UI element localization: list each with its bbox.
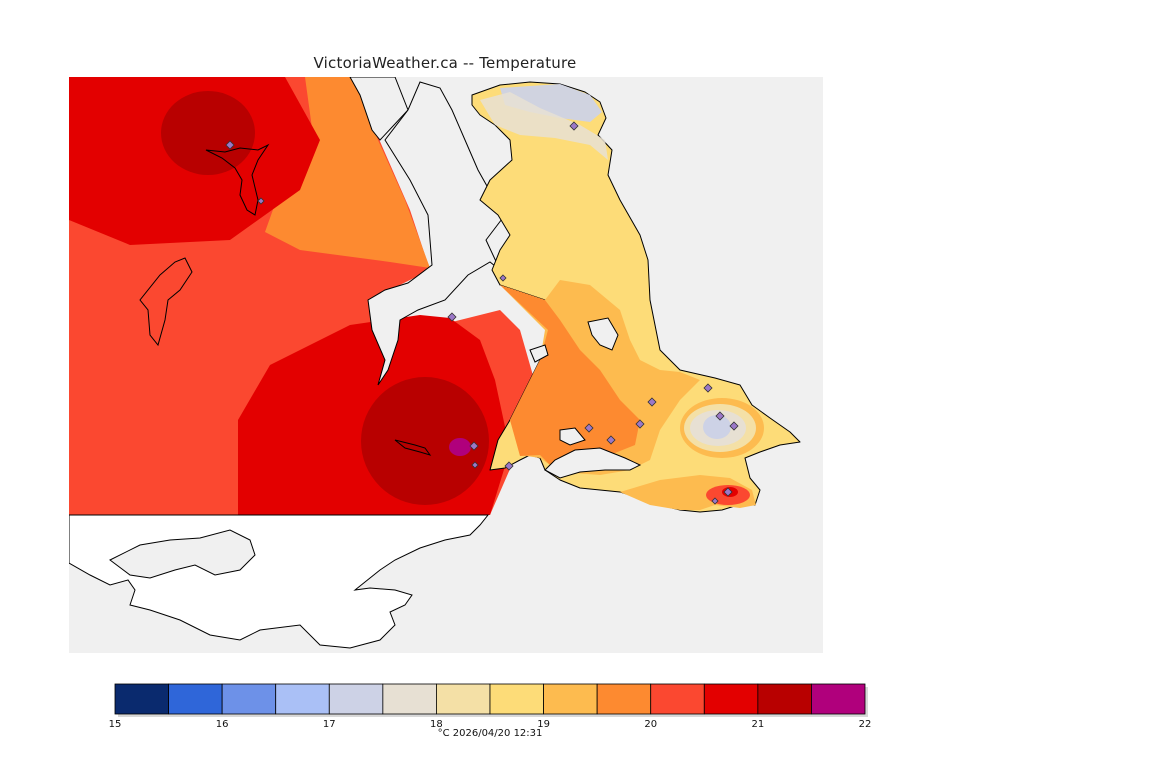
- colorbar-swatch: [650, 683, 705, 715]
- legend-footer: °C 2026/04/20 12:31: [437, 728, 543, 739]
- station-marker-2[interactable]: [257, 197, 265, 205]
- colorbar-tick-label: 22: [859, 719, 872, 730]
- station-marker-9[interactable]: [584, 423, 594, 433]
- station-marker-5[interactable]: [471, 461, 479, 469]
- colorbar-swatch: [703, 683, 759, 715]
- colorbar-swatch: [275, 683, 330, 715]
- station-marker-3[interactable]: [447, 312, 457, 322]
- station-marker-12[interactable]: [647, 397, 657, 407]
- colorbar-swatch: [596, 683, 652, 715]
- colorbar-swatch: [543, 683, 598, 715]
- station-marker-4[interactable]: [469, 441, 479, 451]
- station-marker-16[interactable]: [723, 487, 733, 497]
- land-cutouts: [349, 77, 506, 386]
- station-marker-13[interactable]: [703, 383, 713, 393]
- colorbar-tick-label: 21: [751, 719, 764, 730]
- colorbar-swatch: [328, 683, 384, 715]
- colorbar-tick-label: 18: [430, 719, 443, 730]
- station-marker-15[interactable]: [729, 421, 739, 431]
- southern-landmass-inlet: [109, 529, 256, 579]
- station-markers: [225, 121, 739, 505]
- colorbar-tick-label: 19: [537, 719, 550, 730]
- coastlines-west: [139, 143, 432, 456]
- station-marker-1[interactable]: [225, 140, 235, 150]
- colorbar-swatch: [811, 683, 866, 715]
- map-title: VictoriaWeather.ca -- Temperature: [313, 54, 577, 72]
- colorbar-tick-labels: 15 16 17 18 19 20 21 22: [109, 719, 872, 730]
- colorbar-swatch: [168, 683, 223, 715]
- station-marker-11[interactable]: [635, 419, 645, 429]
- station-marker-14[interactable]: [715, 411, 725, 421]
- colorbar-swatch: [221, 683, 277, 715]
- colorbar-swatch: [757, 683, 812, 715]
- station-marker-6[interactable]: [504, 461, 514, 471]
- colorbar-tick-label: 15: [109, 719, 122, 730]
- colorbar-tick-label: 16: [216, 719, 229, 730]
- inlets: [529, 317, 642, 479]
- colorbar-tick-label: 20: [644, 719, 657, 730]
- station-marker-8[interactable]: [569, 121, 579, 131]
- colorbar-swatch: [382, 683, 437, 715]
- colorbar-tick-label: 17: [323, 719, 336, 730]
- station-marker-17[interactable]: [711, 497, 719, 505]
- colorbar-swatches: [114, 683, 868, 717]
- colorbar-swatch: [489, 683, 544, 715]
- temperature-field-east-detail: [480, 84, 764, 510]
- colorbar-swatch: [114, 683, 169, 715]
- station-marker-7[interactable]: [499, 274, 507, 282]
- station-marker-10[interactable]: [606, 435, 616, 445]
- colorbar-swatch: [436, 683, 491, 715]
